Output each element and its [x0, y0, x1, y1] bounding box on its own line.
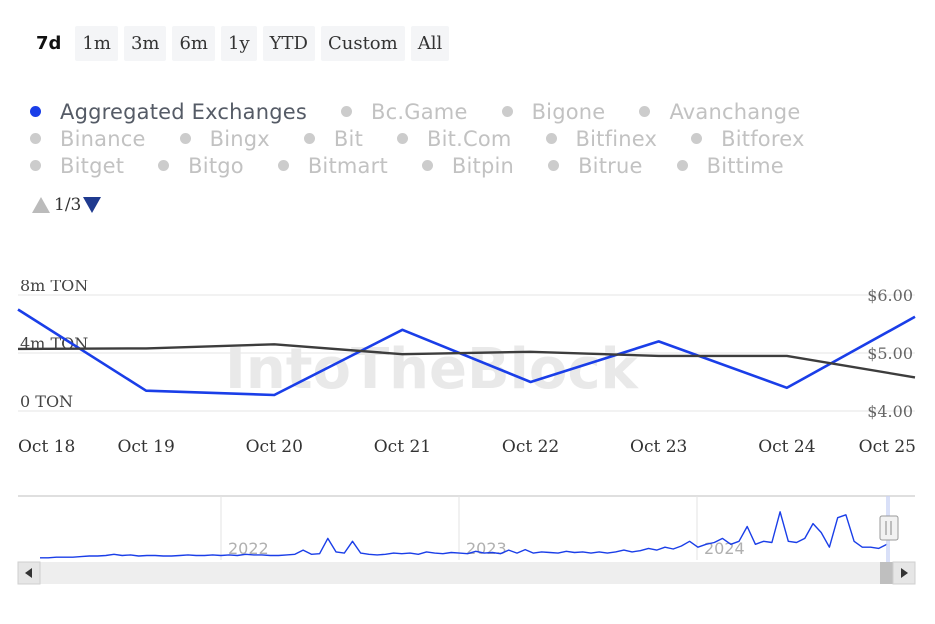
legend-label: Bitfinex — [575, 126, 658, 151]
legend-item-bittime[interactable]: Bittime — [676, 153, 784, 178]
legend-item-bit-com[interactable]: Bit.Com — [397, 127, 512, 151]
series-line-2 — [17, 343, 916, 379]
y-left-tick-label: 8m TON — [20, 280, 88, 295]
legend-item-bitforex[interactable]: Bitforex — [691, 127, 804, 151]
x-axis-ticks: Oct 18 Oct 19 Oct 20 Oct 21 Oct 22 Oct 23 Oct … — [18, 437, 916, 457]
navigator-year-label: 2022 — [228, 539, 269, 558]
legend-label: Bitget — [60, 153, 125, 178]
series-lines — [17, 308, 916, 397]
pager-up-arrow-icon[interactable] — [32, 197, 50, 213]
legend-dot-icon — [501, 106, 513, 117]
legend-label: Bittime — [706, 153, 784, 178]
navigator-chart: 2022 2023 2024 — [17, 495, 916, 585]
scroll-right-arrow-icon — [901, 568, 908, 578]
legend-item-bitgo[interactable]: Bitgo — [158, 154, 244, 178]
x-tick-label: Oct 20 — [246, 437, 303, 457]
legend-dot-icon — [341, 106, 353, 117]
legend-dot-icon — [545, 133, 557, 144]
legend-dot-icon — [277, 160, 289, 171]
pager-down-arrow-icon[interactable] — [83, 197, 102, 213]
legend-item-aggregated-exchanges[interactable]: Aggregated Exchanges — [30, 100, 307, 124]
watermark: IntoTheBlock — [225, 337, 640, 402]
range-button-ytd[interactable]: YTD — [262, 26, 315, 61]
legend-label: Bit.Com — [427, 126, 512, 151]
range-button-all[interactable]: All — [410, 26, 450, 61]
x-tick-label: Oct 22 — [502, 437, 559, 457]
range-button-custom[interactable]: Custom — [320, 26, 405, 61]
y-left-tick-label: 4m TON — [20, 334, 88, 353]
range-button-7d[interactable]: 7d — [36, 33, 62, 54]
x-tick-label: Oct 21 — [374, 437, 431, 457]
legend-dot-icon — [676, 160, 688, 171]
x-tick-label: Oct 18 — [18, 437, 75, 457]
scrollbar-thumb[interactable] — [880, 562, 893, 584]
y-right-tick-label: $6.00 — [867, 286, 913, 305]
legend-item-bitget[interactable]: Bitget — [30, 154, 124, 178]
legend-label: Avanchange — [669, 99, 801, 124]
legend-item-bitfinex[interactable]: Bitfinex — [545, 126, 658, 151]
legend-item-bitrue[interactable]: Bitrue — [548, 154, 643, 178]
range-button-3m[interactable]: 3m — [123, 26, 167, 61]
navigator-year-label: 2023 — [466, 539, 507, 558]
legend-label: Bit — [333, 126, 363, 151]
legend-item-binance[interactable]: Binance — [30, 127, 146, 151]
y-right-tick-label: $5.00 — [867, 344, 913, 363]
legend-dot-icon — [548, 160, 560, 171]
legend-item-bigone[interactable]: Bigone — [501, 99, 606, 124]
y-right-tick-label: $4.00 — [867, 402, 913, 421]
legend-item-bingx[interactable]: Bingx — [179, 126, 270, 151]
scroll-left-arrow-icon — [25, 568, 32, 578]
navigator-series-line — [40, 511, 888, 559]
legend-item-bit[interactable]: Bit — [303, 126, 363, 151]
legend-label: Bitgo — [188, 153, 244, 178]
range-button-1m[interactable]: 1m — [75, 26, 118, 61]
legend-label: Bingx — [209, 126, 270, 151]
legend-dot-icon — [30, 106, 41, 117]
legend-dot-icon — [421, 160, 433, 171]
x-tick-label: Oct 25 — [859, 437, 916, 457]
legend-label: Binance — [60, 126, 146, 151]
legend-label: Bitpin — [451, 153, 515, 178]
navigator-handle-icon[interactable] — [879, 515, 899, 541]
legend-label: Aggregated Exchanges — [60, 99, 308, 124]
x-tick-label: Oct 24 — [758, 437, 815, 457]
legend-dot-icon — [30, 133, 41, 144]
series-line-1 — [17, 308, 916, 397]
pager-text: 1/3 — [54, 195, 82, 215]
range-selector: 7d 1m 3m 6m 1y YTD Custom All — [28, 26, 450, 61]
legend-label: Bitforex — [721, 126, 805, 151]
navigator[interactable]: 2022 2023 2024 — [0, 494, 935, 589]
legend-row: Bitget Bitgo Bitmart Bitpin Bitrue Bittime — [30, 152, 910, 179]
legend-item-avanchange[interactable]: Avanchange — [639, 100, 800, 124]
x-tick-label: Oct 23 — [630, 437, 687, 457]
legend-dot-icon — [303, 133, 315, 144]
x-tick-label: Oct 19 — [117, 437, 174, 457]
y-left-tick-label: 0 TON — [20, 392, 73, 411]
legend-item-bc-game[interactable]: Bc.Game — [341, 100, 468, 124]
navigator-year-label: 2024 — [704, 539, 745, 558]
legend-row: Binance Bingx Bit Bit.Com Bitfinex Bitforex — [30, 125, 910, 152]
legend-label: Bitrue — [578, 153, 643, 178]
legend-label: Bitmart — [307, 153, 388, 178]
scrollbar-track[interactable] — [18, 562, 915, 584]
legend-pager: 1/3 — [32, 194, 102, 216]
legend-row: Aggregated Exchanges Bc.Game Bigone Avancha… — [30, 98, 910, 125]
main-chart: IntoTheBlock 0 TON 4m TON 8m TON $4.00 $5.00… — [17, 280, 916, 457]
range-button-6m[interactable]: 6m — [172, 26, 216, 61]
legend-dot-icon — [179, 133, 191, 144]
legend-item-bitmart[interactable]: Bitmart — [277, 153, 388, 178]
legend-label: Bc.Game — [371, 99, 468, 124]
legend-dot-icon — [397, 133, 408, 144]
legend-dot-icon — [30, 160, 41, 171]
legend-label: Bigone — [531, 99, 606, 124]
legend-dot-icon — [158, 160, 170, 171]
legend: Aggregated Exchanges Bc.Game Bigone Avancha… — [30, 98, 910, 179]
legend-item-bitpin[interactable]: Bitpin — [421, 153, 515, 178]
legend-dot-icon — [691, 133, 703, 144]
legend-dot-icon — [639, 106, 651, 117]
range-button-1y[interactable]: 1y — [221, 26, 257, 61]
